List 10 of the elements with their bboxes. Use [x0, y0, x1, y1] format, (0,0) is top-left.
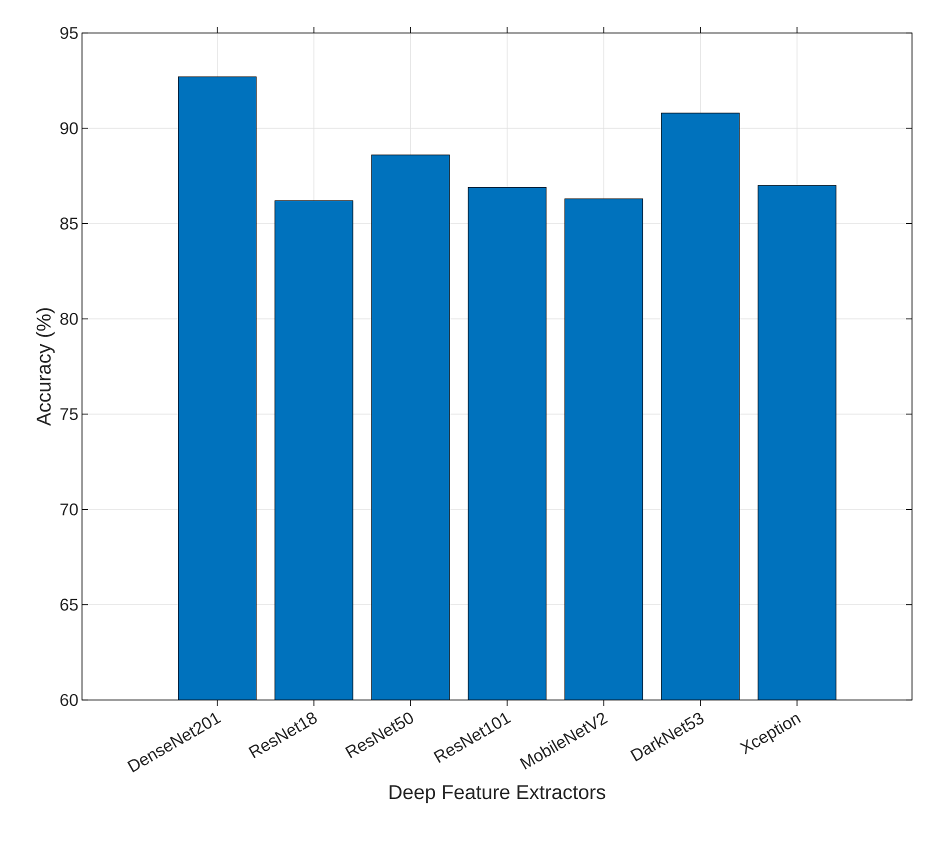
y-tick-label: 90	[60, 122, 78, 134]
y-tick-label: 85	[60, 218, 78, 230]
y-tick-label: 95	[60, 26, 78, 40]
y-tick-label: 60	[60, 694, 78, 706]
x-axis-title: Deep Feature Extractors	[390, 785, 606, 804]
y-axis-title: Accuracy (%)	[36, 308, 55, 426]
y-tick-label: 70	[60, 503, 78, 516]
y-tick-label: 65	[60, 598, 78, 611]
y-tick-label: 80	[60, 312, 78, 325]
y-tick-label: 75	[60, 408, 78, 420]
